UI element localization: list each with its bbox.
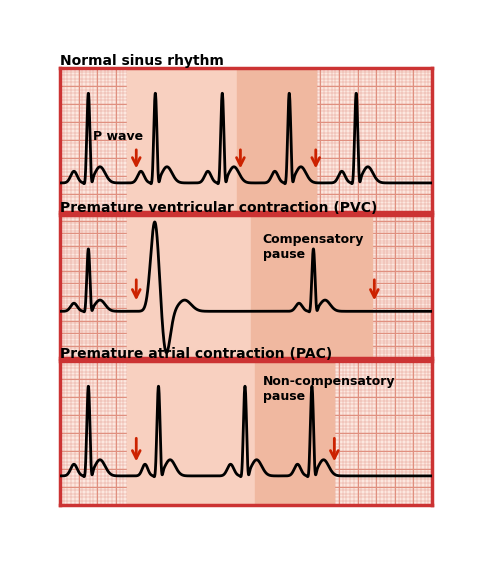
Bar bbox=[127, 68, 237, 211]
Bar bbox=[127, 214, 251, 358]
Bar bbox=[251, 214, 372, 358]
Text: Compensatory
pause: Compensatory pause bbox=[263, 233, 364, 261]
Bar bbox=[237, 68, 316, 211]
Bar bbox=[255, 361, 335, 505]
Text: Premature ventricular contraction (PVC): Premature ventricular contraction (PVC) bbox=[60, 201, 377, 214]
Text: P wave: P wave bbox=[93, 130, 143, 143]
Text: Non-compensatory
pause: Non-compensatory pause bbox=[263, 375, 395, 403]
Text: Premature atrial contraction (PAC): Premature atrial contraction (PAC) bbox=[60, 347, 332, 361]
Bar bbox=[127, 361, 255, 505]
Text: Normal sinus rhythm: Normal sinus rhythm bbox=[60, 54, 224, 68]
